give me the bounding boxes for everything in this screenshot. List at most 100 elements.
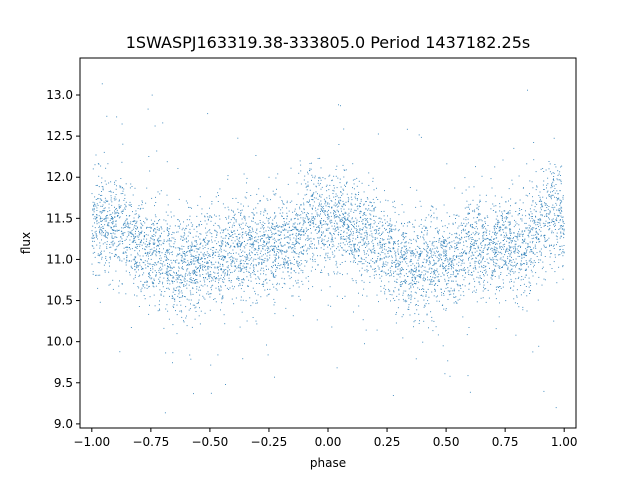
data-point	[491, 278, 493, 280]
data-point	[198, 286, 200, 288]
data-point	[151, 277, 153, 279]
data-point	[314, 216, 316, 218]
data-point	[166, 287, 168, 289]
data-point	[439, 280, 440, 282]
data-point	[227, 267, 229, 269]
data-point	[342, 188, 344, 190]
data-point	[488, 244, 490, 245]
data-point	[326, 223, 328, 225]
data-point	[171, 251, 173, 253]
data-point	[507, 266, 509, 268]
data-point	[234, 233, 236, 235]
data-point	[341, 262, 343, 263]
data-point	[216, 278, 218, 280]
data-point	[356, 250, 358, 252]
data-point	[225, 261, 227, 263]
data-point	[343, 235, 345, 237]
data-point	[149, 304, 150, 306]
data-point	[152, 282, 154, 283]
data-point	[275, 271, 277, 272]
data-point	[353, 188, 355, 190]
data-point	[192, 293, 194, 295]
data-point	[312, 199, 314, 200]
data-point	[491, 270, 493, 272]
data-point	[447, 287, 449, 289]
data-point	[190, 294, 192, 296]
data-point	[114, 249, 116, 251]
data-point	[156, 239, 158, 241]
data-point	[425, 291, 427, 293]
data-point	[343, 221, 345, 222]
data-point	[495, 237, 497, 239]
data-point	[510, 229, 512, 231]
data-point	[297, 262, 299, 264]
data-point	[223, 255, 225, 257]
data-point	[544, 223, 546, 225]
data-point	[422, 278, 424, 280]
data-point	[135, 210, 137, 212]
data-point	[461, 236, 462, 238]
data-point	[415, 358, 417, 360]
data-point	[539, 222, 541, 224]
data-point	[235, 252, 237, 254]
data-point	[176, 259, 178, 261]
data-point	[338, 243, 340, 245]
data-point	[268, 238, 270, 240]
data-point	[99, 245, 101, 247]
data-point	[149, 277, 151, 279]
data-point	[178, 270, 180, 272]
data-point	[141, 223, 143, 225]
data-point	[526, 246, 528, 248]
data-point	[453, 255, 455, 256]
data-point	[137, 245, 138, 247]
data-point	[460, 287, 462, 289]
data-point	[289, 230, 291, 232]
data-point	[512, 238, 514, 240]
data-point	[373, 189, 375, 191]
data-point	[373, 268, 375, 270]
data-point	[111, 241, 113, 243]
data-point	[137, 227, 138, 229]
data-point	[251, 212, 253, 213]
data-point	[250, 251, 252, 253]
data-point	[405, 301, 407, 303]
data-point	[218, 253, 220, 255]
data-point	[166, 250, 167, 252]
data-point	[525, 286, 527, 287]
data-point	[306, 201, 308, 203]
data-point	[358, 249, 360, 251]
data-point	[130, 183, 132, 185]
data-point	[425, 227, 426, 229]
data-point	[529, 293, 531, 294]
data-point	[507, 256, 509, 258]
data-point	[136, 228, 138, 230]
data-point	[494, 256, 496, 257]
data-point	[415, 270, 416, 272]
data-point	[533, 234, 535, 236]
data-point	[98, 175, 100, 177]
data-point	[541, 203, 543, 205]
data-point	[331, 326, 333, 328]
data-point	[349, 238, 351, 240]
data-point	[402, 256, 404, 258]
data-point	[563, 251, 565, 253]
data-point	[354, 251, 356, 253]
data-point	[269, 236, 270, 238]
data-point	[223, 270, 225, 272]
data-point	[281, 200, 283, 201]
data-point	[542, 261, 544, 263]
data-point	[501, 259, 503, 261]
data-point	[395, 270, 397, 272]
data-point	[507, 221, 509, 223]
data-point	[256, 223, 258, 225]
data-point	[197, 259, 199, 260]
data-point	[534, 220, 536, 222]
data-point	[232, 224, 234, 226]
data-point	[104, 218, 106, 220]
data-point	[152, 243, 154, 245]
data-point	[171, 234, 173, 235]
data-point	[137, 286, 139, 288]
data-point	[276, 251, 278, 252]
data-point	[115, 212, 117, 214]
data-point	[195, 240, 197, 242]
